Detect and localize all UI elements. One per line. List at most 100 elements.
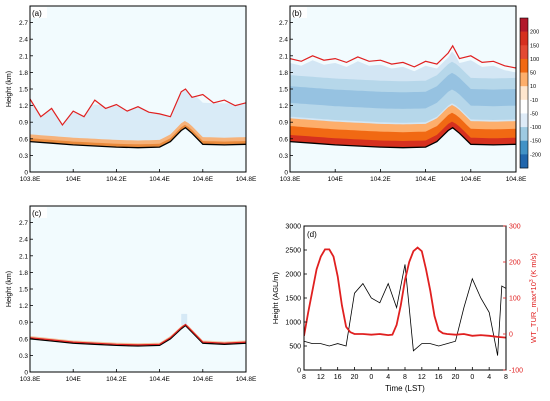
x-tick-label: 104.2E xyxy=(370,176,391,183)
panel-label: (d) xyxy=(307,230,317,239)
colorbar-tick-label: -200 xyxy=(530,152,541,158)
y-tick-label: 1.5 xyxy=(19,87,28,94)
colorbar-tick-label: 50 xyxy=(530,71,536,77)
y-axis-label: Height (AGL/m) xyxy=(271,271,280,324)
x-tick-label: 0 xyxy=(369,374,373,381)
x-tick-label: 104E xyxy=(66,376,82,383)
x-tick-label: 8 xyxy=(504,374,508,381)
x-tick-label: 16 xyxy=(435,374,443,381)
plot-contents xyxy=(304,246,506,356)
turbulence-peak-patch xyxy=(181,313,188,325)
x-tick-label: 104.8E xyxy=(236,376,257,383)
x-tick-label: 8 xyxy=(302,374,306,381)
x-tick-label: 20 xyxy=(452,374,460,381)
y-tick-label: 0.6 xyxy=(279,136,288,143)
colorbar-tick-label: -100 xyxy=(530,125,541,131)
plot-background xyxy=(304,226,506,370)
y-tick-label: 0.3 xyxy=(279,153,288,160)
y2-axis-label-main: WT_TUR_max*10 xyxy=(529,282,538,343)
panel-label: (a) xyxy=(32,9,42,18)
y2-tick-label: 300 xyxy=(509,224,521,231)
plot-contents xyxy=(30,88,246,149)
colorbar-tick-label: -150 xyxy=(530,139,541,145)
y-axis-label: Height (km) xyxy=(6,271,13,307)
y2-tick-label: 0 xyxy=(509,332,513,339)
y-tick-label: 2.1 xyxy=(19,53,28,60)
y-tick-label: 0.6 xyxy=(19,336,28,343)
turbulence-series-line xyxy=(304,246,506,339)
turbulence-negative-band xyxy=(290,61,516,123)
plot-contents xyxy=(290,44,516,149)
y-axis-label: Height (km) xyxy=(6,71,13,107)
y-tick-label: 2.7 xyxy=(279,20,288,27)
x-tick-label: 104.6E xyxy=(192,376,213,383)
y-tick-label: 0 xyxy=(24,170,28,177)
colorbar-segment xyxy=(520,18,528,32)
y2-axis-label-units: (K m/s) xyxy=(529,253,538,280)
colorbar-segment xyxy=(520,99,528,114)
panel-label: (c) xyxy=(32,209,42,218)
plot-background xyxy=(30,206,246,372)
x-tick-label: 104.8E xyxy=(506,176,527,183)
x-tick-label: 104.4E xyxy=(149,176,170,183)
colorbar-tick-label: 100 xyxy=(530,57,539,63)
colorbar-tick-label: -50 xyxy=(530,111,538,117)
y-tick-label: 1.2 xyxy=(19,103,28,110)
x-tick-label: 12 xyxy=(418,374,426,381)
height-series-line xyxy=(304,264,506,356)
x-tick-label: 104.2E xyxy=(106,376,127,383)
y-tick-label: 0.3 xyxy=(19,353,28,360)
panel-c: 0 0.3 0.6 0.9 1.2 1.5 1.8 2.1 2.4 2.7 103.8E 104E 10… xyxy=(6,205,257,383)
y-tick-label: 500 xyxy=(289,344,301,351)
panel-b: 0 0.3 0.6 0.9 1.2 1.5 1.8 2.1 2.4 2.7 103.8E 104E 10… xyxy=(279,5,541,183)
y2-axis-label: WT_TUR_max*103 (K m/s) xyxy=(529,253,538,343)
colorbar-tick-label: 10 xyxy=(530,84,536,90)
x-tick-label: 103.8E xyxy=(20,176,41,183)
y-tick-label: 1000 xyxy=(285,320,301,327)
panel-label-box xyxy=(31,207,47,218)
y-tick-label: 1.8 xyxy=(19,70,28,77)
x-tick-label: 16 xyxy=(334,374,342,381)
y-tick-label: 1.5 xyxy=(279,87,288,94)
y-tick-label: 1.8 xyxy=(19,270,28,277)
x-axis-label: Time (LST) xyxy=(385,384,425,393)
turbulence-weak-band xyxy=(30,89,246,141)
x-tick-label: 104E xyxy=(66,176,82,183)
y-tick-label: 1500 xyxy=(285,296,301,303)
y-tick-label: 2.4 xyxy=(19,37,28,44)
panel-label: (b) xyxy=(292,9,302,18)
panel-a: 0 0.3 0.6 0.9 1.2 1.5 1.8 2.1 2.4 2.7 103.8E 104E 10… xyxy=(6,5,257,183)
y2-axis-label-sup: 3 xyxy=(529,279,535,282)
colorbar-segment xyxy=(520,154,528,169)
x-tick-label: 104.6E xyxy=(192,176,213,183)
colorbar-segment xyxy=(520,31,528,46)
y-tick-label: 2.1 xyxy=(19,253,28,260)
x-tick-label: 4 xyxy=(386,374,390,381)
colorbar-tick-label: 200 xyxy=(530,30,539,36)
x-tick-label: 104.4E xyxy=(415,176,436,183)
y-tick-label: 2.1 xyxy=(279,53,288,60)
y-tick-label: 1.2 xyxy=(279,103,288,110)
terrain-line xyxy=(30,324,246,347)
x-tick-label: 103.8E xyxy=(280,176,301,183)
terrain-line xyxy=(290,126,516,149)
panel-label-box xyxy=(31,7,47,18)
y2-tick-label: 100 xyxy=(509,296,521,303)
y-tick-label: 1.8 xyxy=(279,70,288,77)
turbulence-positive-band xyxy=(30,121,246,148)
y-tick-label: 1.2 xyxy=(19,303,28,310)
y-tick-label: 2.4 xyxy=(279,37,288,44)
colorbar-frame xyxy=(519,17,529,169)
y-tick-label: 0 xyxy=(24,370,28,377)
x-tick-label: 104.4E xyxy=(149,376,170,383)
colorbar-segment xyxy=(520,58,528,73)
x-tick-label: 104.2E xyxy=(106,176,127,183)
x-tick-label: 4 xyxy=(487,374,491,381)
plot-contents xyxy=(30,313,246,347)
x-tick-label: 8 xyxy=(403,374,407,381)
x-tick-label: 12 xyxy=(317,374,325,381)
y-tick-label: 2.7 xyxy=(19,220,28,227)
boundary-layer-line xyxy=(30,88,246,127)
